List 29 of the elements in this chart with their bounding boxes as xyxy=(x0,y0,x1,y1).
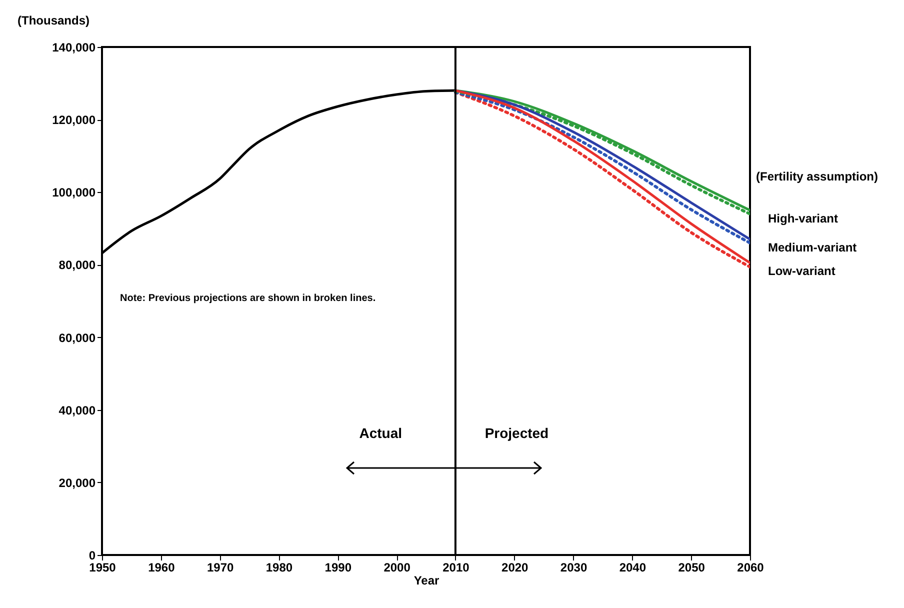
x-tick-label: 2050 xyxy=(678,560,706,574)
y-tick-label: 120,000 xyxy=(52,113,96,128)
annotation: Projected xyxy=(484,425,549,441)
y-tick-label: 100,000 xyxy=(52,186,96,200)
x-tick-label: 1990 xyxy=(324,560,352,574)
x-tick-label: 2060 xyxy=(737,560,764,574)
x-tick-label: 2010 xyxy=(442,560,470,574)
annotation: Note: Previous projections are shown in broken lines. xyxy=(120,293,376,304)
y-tick-label: 40,000 xyxy=(58,403,96,418)
legend-title: (Fertility assumption) xyxy=(756,169,878,184)
x-tick-label: 2020 xyxy=(502,560,529,574)
y-tick-label: 60,000 xyxy=(58,330,96,345)
series-label: Low-variant xyxy=(768,264,836,278)
x-tick-label: 1960 xyxy=(148,560,176,574)
y-tick-label: 80,000 xyxy=(58,258,96,272)
series-label: High-variant xyxy=(768,211,838,226)
y-tick-label: 0 xyxy=(88,548,96,562)
x-axis-title: Year xyxy=(414,574,440,588)
x-tick-label: 2040 xyxy=(619,560,646,574)
x-tick-label: 1980 xyxy=(266,560,293,574)
x-tick-label: 2030 xyxy=(560,560,588,574)
y-tick-label: 20,000 xyxy=(58,476,96,490)
x-tick-label: 1950 xyxy=(89,560,116,574)
series-label: Medium-variant xyxy=(768,240,857,254)
y-tick-label: 140,000 xyxy=(52,40,96,54)
x-tick-label: 2000 xyxy=(384,560,411,574)
x-tick-label: 1970 xyxy=(206,560,234,574)
y-axis-title: (Thousands) xyxy=(18,14,90,28)
annotation: Actual xyxy=(359,425,402,441)
